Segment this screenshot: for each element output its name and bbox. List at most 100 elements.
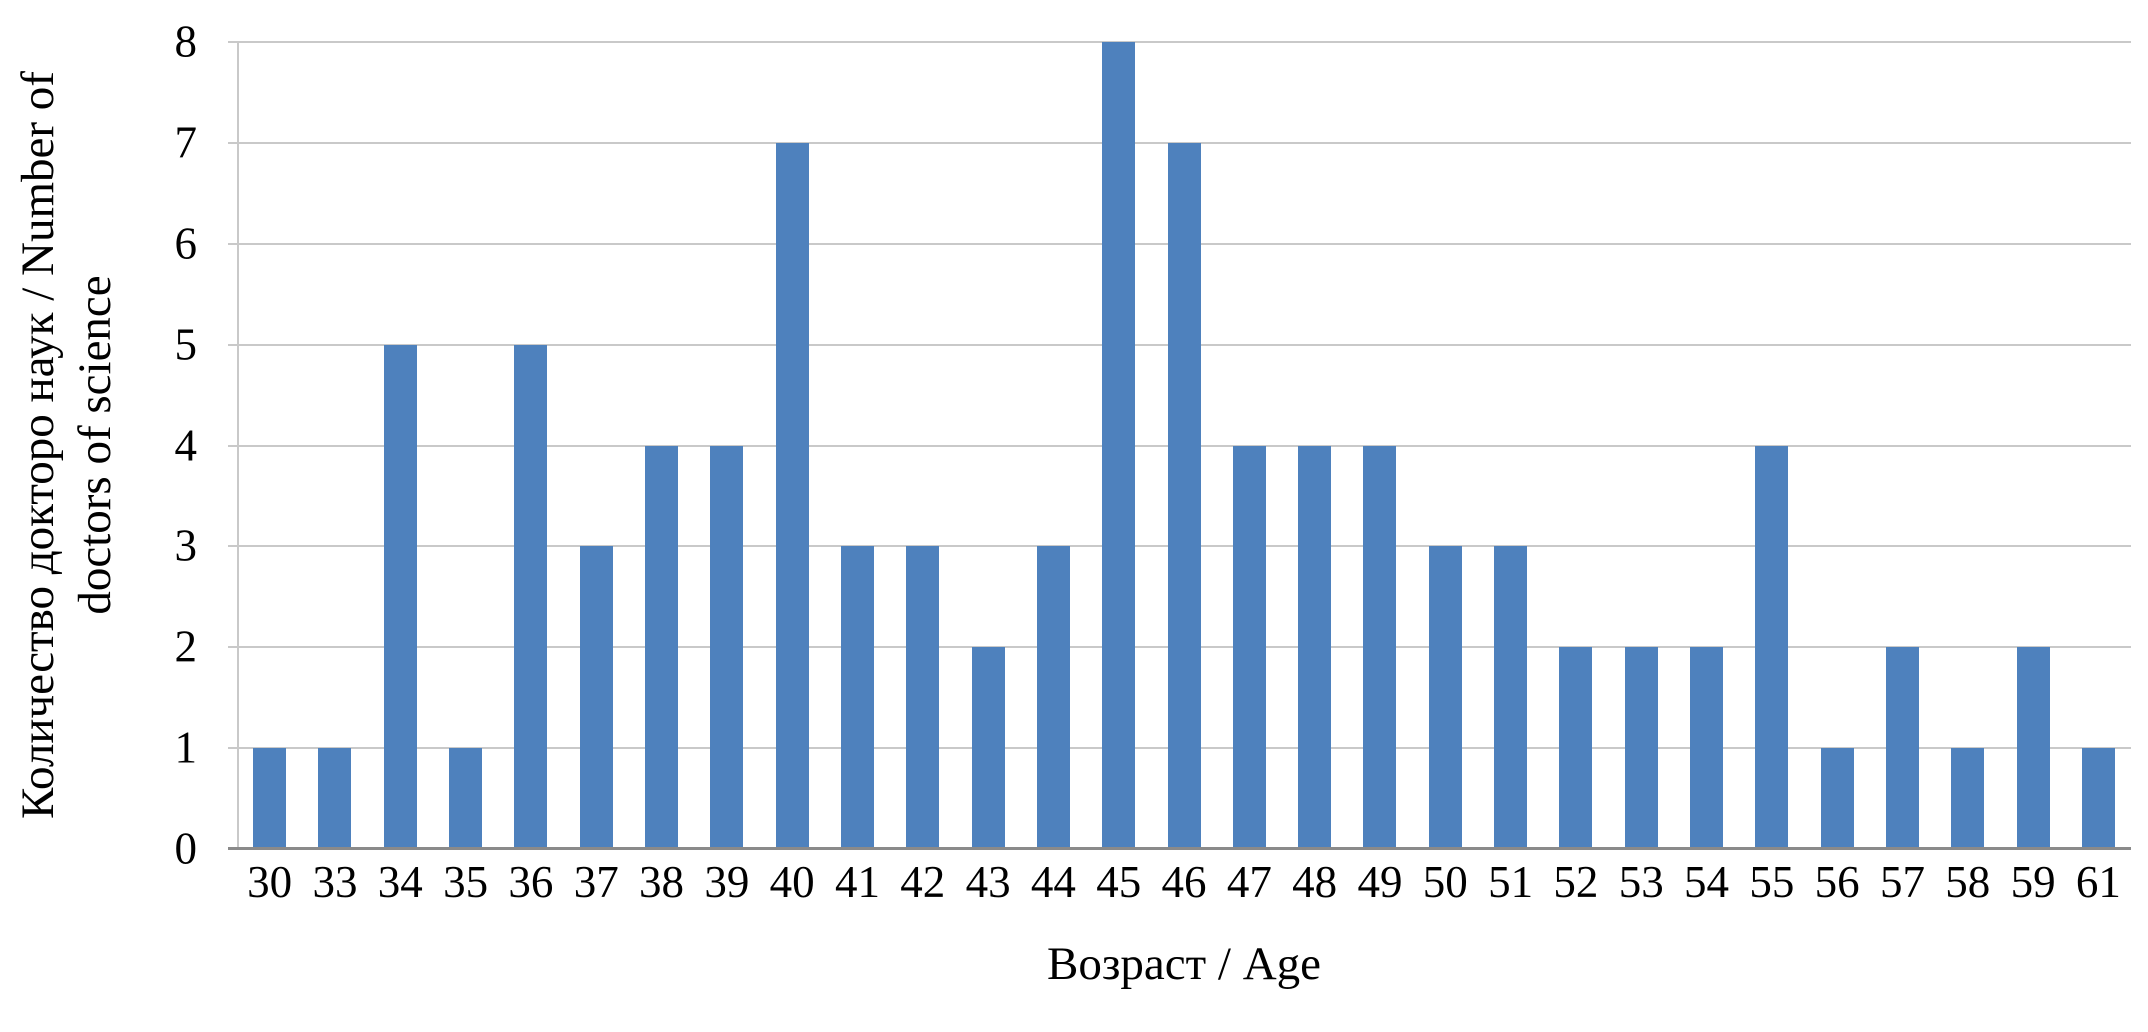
y-axis-tick-label: 4 <box>174 420 198 470</box>
bar-slot <box>498 42 563 849</box>
y-axis-tick-mark <box>228 646 237 649</box>
bar-slot <box>760 42 825 849</box>
x-axis-line <box>228 847 2131 850</box>
bar-slot <box>1805 42 1870 849</box>
x-axis-tick-label: 35 <box>443 857 489 907</box>
bar-slot <box>1609 42 1674 849</box>
x-axis-tick-label: 51 <box>1488 857 1534 907</box>
y-axis-tick-mark <box>228 242 237 245</box>
y-axis-tick-mark <box>228 343 237 346</box>
bar-slot <box>1413 42 1478 849</box>
bar-45 <box>1102 42 1136 849</box>
y-axis-tick-label: 1 <box>174 722 198 773</box>
y-axis-tick-mark <box>228 545 237 548</box>
bar-slot <box>1282 42 1347 849</box>
bar-56 <box>1820 748 1854 849</box>
x-axis-tick-label: 37 <box>573 857 619 907</box>
bar-slot <box>2066 42 2131 849</box>
y-axis-tick-label: 5 <box>174 319 198 370</box>
x-axis-title: Возраст / Age <box>1046 938 1322 990</box>
bar-slot <box>629 42 694 849</box>
bars-container <box>237 42 2131 849</box>
gridline <box>237 41 2131 43</box>
y-axis-tick-mark <box>228 141 237 144</box>
bar-47 <box>1232 445 1266 849</box>
x-axis-tick-label: 43 <box>965 857 1011 907</box>
bar-51 <box>1494 546 1528 849</box>
bar-46 <box>1167 142 1201 849</box>
bar-slot <box>302 42 367 849</box>
bar-57 <box>1885 647 1919 849</box>
y-axis-tick-label: 6 <box>174 218 198 269</box>
x-axis-tick-label: 53 <box>1618 857 1664 907</box>
plot-area <box>228 41 2131 850</box>
x-axis-tick-label: 57 <box>1879 857 1925 907</box>
x-axis-tick-label: 45 <box>1096 857 1142 907</box>
bar-33 <box>318 748 352 849</box>
x-axis-tick-label: 40 <box>769 857 815 907</box>
x-axis-tick-label: 58 <box>1945 857 1991 907</box>
bar-41 <box>840 546 874 849</box>
x-axis-tick-label: 54 <box>1684 857 1730 907</box>
y-axis-tick-mark <box>228 444 237 447</box>
bar-slot <box>237 42 302 849</box>
bar-52 <box>1559 647 1593 849</box>
bar-42 <box>906 546 940 849</box>
bar-40 <box>775 142 809 849</box>
bar-61 <box>2081 748 2115 849</box>
x-axis-tick-label: 50 <box>1422 857 1468 907</box>
y-axis-tick-mark <box>228 41 237 43</box>
x-axis-tick-label: 49 <box>1357 857 1403 907</box>
bar-36 <box>514 344 548 849</box>
bar-58 <box>1951 748 1985 849</box>
bar-39 <box>710 445 744 849</box>
y-axis-tick-label: 3 <box>174 520 198 571</box>
bar-35 <box>449 748 483 849</box>
bar-59 <box>2016 647 2050 849</box>
x-axis-tick-label: 52 <box>1553 857 1599 907</box>
y-axis-tick-label: 7 <box>174 117 198 168</box>
bar-49 <box>1363 445 1397 849</box>
x-axis-tick-label: 34 <box>377 857 423 907</box>
x-axis-tick-label: 46 <box>1161 857 1207 907</box>
x-axis-tick-label: 44 <box>1030 857 1076 907</box>
bar-slot <box>564 42 629 849</box>
bar-34 <box>383 344 417 849</box>
bar-slot <box>1739 42 1804 849</box>
x-axis-tick-label: 38 <box>639 857 685 907</box>
bar-slot <box>2000 42 2065 849</box>
bar-slot <box>1217 42 1282 849</box>
bar-37 <box>579 546 613 849</box>
bar-53 <box>1624 647 1658 849</box>
bar-slot <box>1870 42 1935 849</box>
y-axis-tick-label: 0 <box>174 823 198 874</box>
bar-slot <box>1151 42 1216 849</box>
bar-44 <box>1036 546 1070 849</box>
bar-slot <box>1347 42 1412 849</box>
x-axis-tick-label: 41 <box>834 857 880 907</box>
bar-55 <box>1755 445 1789 849</box>
x-axis-tick-labels: 30 33 34 35 36 37 38 39 40 41 42 43 44 45 46 47 48 49 50 51… <box>237 856 2131 908</box>
x-axis-tick-label: 55 <box>1749 857 1795 907</box>
bar-slot <box>1935 42 2000 849</box>
bar-slot <box>1086 42 1151 849</box>
x-axis-tick-label: 59 <box>2010 857 2056 907</box>
bar-48 <box>1298 445 1332 849</box>
bar-slot <box>1543 42 1608 849</box>
bar-slot <box>825 42 890 849</box>
bar-slot <box>433 42 498 849</box>
bar-slot <box>955 42 1020 849</box>
bar-slot <box>1021 42 1086 849</box>
bar-slot <box>1674 42 1739 849</box>
bar-43 <box>971 647 1005 849</box>
bar-50 <box>1428 546 1462 849</box>
bar-slot <box>1478 42 1543 849</box>
y-axis-tick-mark <box>228 747 237 750</box>
x-axis-tick-label: 56 <box>1814 857 1860 907</box>
bar-30 <box>253 748 287 849</box>
bar-slot <box>368 42 433 849</box>
bar-slot <box>890 42 955 849</box>
x-axis-tick-label: 30 <box>247 857 293 907</box>
y-axis-tick-labels: 0 1 2 3 4 5 6 7 8 <box>0 19 198 871</box>
